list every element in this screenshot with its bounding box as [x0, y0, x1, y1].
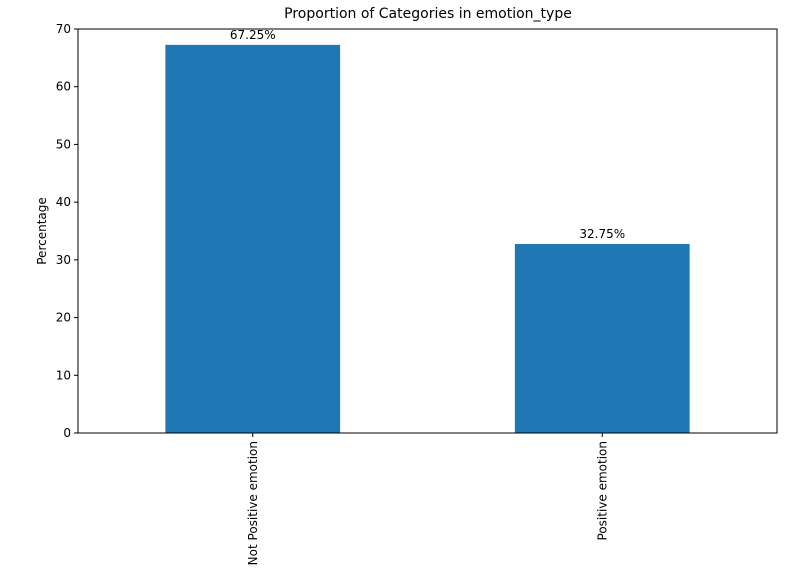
y-axis-ticks: 0 10 20 30 40 50 60 70	[56, 22, 78, 440]
bars	[165, 44, 690, 433]
x-tick-label: Positive emotion	[595, 441, 609, 540]
bar-data-label: 32.75%	[579, 227, 625, 241]
y-tick-label: 70	[56, 22, 71, 36]
y-tick-label: 40	[56, 195, 71, 209]
y-axis-label: Percentage	[35, 197, 49, 265]
bar-data-labels: 67.25% 32.75%	[230, 28, 625, 241]
y-tick-label: 60	[56, 80, 71, 94]
y-tick-label: 50	[56, 137, 71, 151]
y-tick-label: 0	[63, 426, 71, 440]
chart-title: Proportion of Categories in emotion_type	[284, 6, 572, 22]
bar-data-label: 67.25%	[230, 28, 276, 42]
y-tick-label: 20	[56, 311, 71, 325]
x-tick-label: Not Positive emotion	[246, 441, 260, 565]
bar	[165, 44, 341, 433]
x-axis-ticks: Not Positive emotion Positive emotion	[246, 433, 609, 565]
y-tick-label: 30	[56, 253, 71, 267]
plot-frame	[77, 28, 778, 434]
bar	[514, 243, 690, 433]
y-tick-label: 10	[56, 368, 71, 382]
